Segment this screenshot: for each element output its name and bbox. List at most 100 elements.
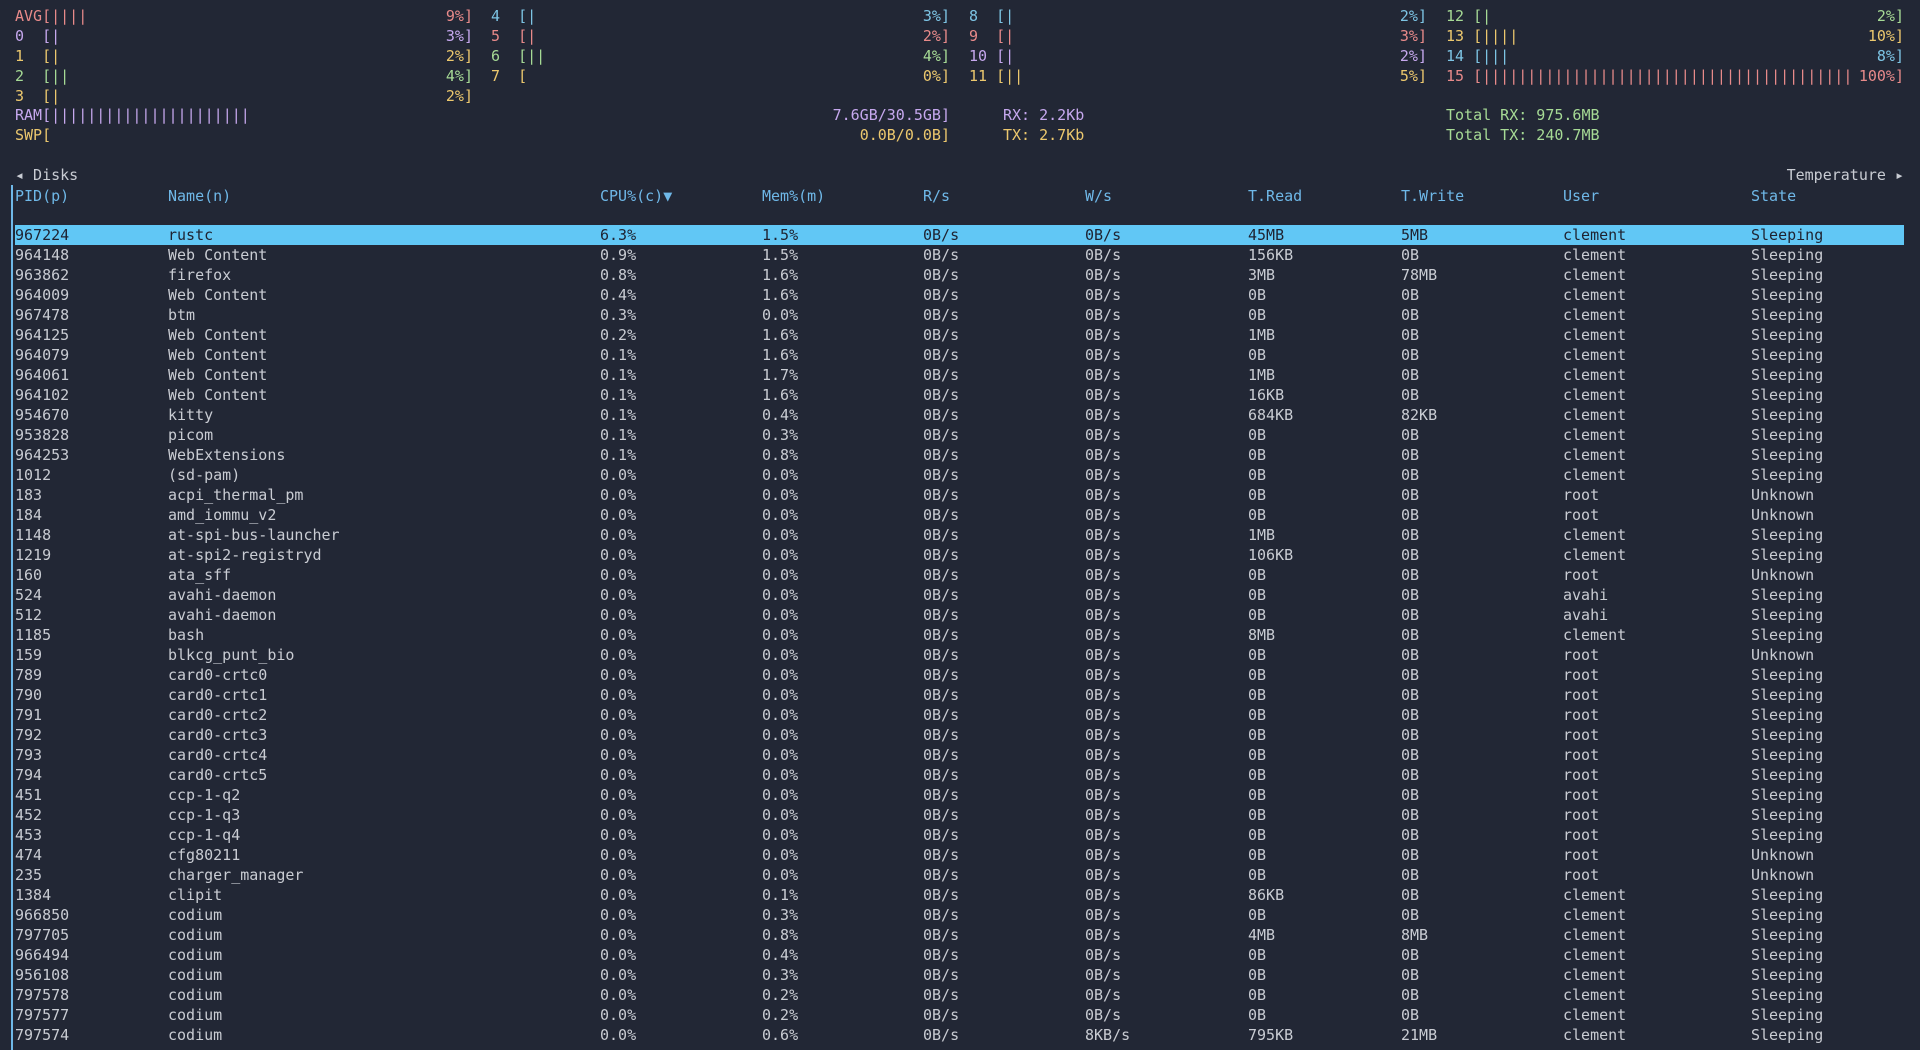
table-cell[interactable]: 0.0% [600, 486, 637, 504]
table-cell[interactable]: 0.0% [762, 646, 799, 664]
table-cell[interactable]: 0B/s [923, 946, 960, 964]
table-cell[interactable]: 0.1% [600, 406, 637, 424]
table-cell[interactable]: Web Content [168, 286, 268, 304]
table-cell[interactable]: 0B [1401, 706, 1420, 724]
table-cell[interactable]: 0B [1401, 506, 1420, 524]
table-cell[interactable]: Sleeping [1751, 466, 1824, 484]
table-cell[interactable]: 1185 [15, 626, 52, 644]
table-cell[interactable]: root [1563, 486, 1600, 504]
table-cell[interactable]: 4MB [1248, 926, 1276, 944]
table-cell[interactable]: codium [168, 946, 223, 964]
table-cell[interactable]: 0B/s [923, 886, 960, 904]
table-cell[interactable]: 0B/s [1085, 486, 1122, 504]
table-cell[interactable]: 964125 [15, 326, 70, 344]
table-cell[interactable]: 0B/s [1085, 666, 1122, 684]
table-cell[interactable]: 0B [1401, 866, 1420, 884]
table-cell[interactable]: 0B/s [1085, 806, 1122, 824]
table-cell[interactable]: 0B [1401, 246, 1420, 264]
table-cell[interactable]: root [1563, 666, 1600, 684]
table-cell[interactable]: 0B/s [923, 746, 960, 764]
table-cell[interactable]: 0B [1248, 586, 1267, 604]
table-cell[interactable]: 0.0% [762, 726, 799, 744]
table-cell[interactable]: 0B [1401, 746, 1420, 764]
table-cell[interactable]: ata_sff [168, 566, 232, 584]
table-cell[interactable]: 159 [15, 646, 43, 664]
table-cell[interactable]: card0-crtc2 [168, 706, 268, 724]
table-cell[interactable]: 0B [1401, 666, 1420, 684]
table-cell[interactable]: blkcg_punt_bio [168, 646, 295, 664]
table-cell[interactable]: 0B [1248, 706, 1267, 724]
table-cell[interactable]: 0B/s [923, 726, 960, 744]
table-cell[interactable]: clement [1563, 946, 1627, 964]
table-cell[interactable]: 0.0% [762, 686, 799, 704]
table-cell[interactable]: 0.0% [600, 846, 637, 864]
table-cell[interactable]: root [1563, 506, 1600, 524]
table-cell[interactable]: 0B/s [1085, 386, 1122, 404]
table-cell[interactable]: 0.0% [600, 986, 637, 1004]
table-cell[interactable]: Sleeping [1751, 786, 1824, 804]
table-cell[interactable]: 0B/s [923, 786, 960, 804]
table-cell[interactable]: 0B/s [923, 246, 960, 264]
table-cell[interactable]: clement [1563, 226, 1627, 244]
table-cell[interactable]: 0.0% [600, 626, 637, 644]
table-cell[interactable]: amd_iommu_v2 [168, 506, 277, 524]
table-cell[interactable]: 0B [1248, 826, 1267, 844]
table-cell[interactable]: 0B/s [1085, 846, 1122, 864]
table-cell[interactable]: 0.0% [762, 486, 799, 504]
table-cell[interactable]: 0B [1401, 426, 1420, 444]
table-cell[interactable]: 45MB [1248, 226, 1285, 244]
table-cell[interactable]: Sleeping [1751, 546, 1824, 564]
table-cell[interactable]: 0B/s [923, 286, 960, 304]
table-cell[interactable]: 1MB [1248, 526, 1276, 544]
table-cell[interactable]: avahi [1563, 606, 1609, 624]
table-cell[interactable]: 0B [1401, 486, 1420, 504]
table-cell[interactable]: cfg80211 [168, 846, 241, 864]
table-cell[interactable]: 0B/s [1085, 866, 1122, 884]
table-cell[interactable]: clement [1563, 326, 1627, 344]
table-cell[interactable]: clement [1563, 926, 1627, 944]
table-cell[interactable]: root [1563, 826, 1600, 844]
table-cell[interactable]: 0B/s [923, 646, 960, 664]
table-cell[interactable]: card0-crtc1 [168, 686, 268, 704]
column-header[interactable]: R/s [923, 187, 951, 205]
table-cell[interactable]: 0B/s [1085, 586, 1122, 604]
table-cell[interactable]: 6.3% [600, 226, 637, 244]
table-cell[interactable]: card0-crtc4 [168, 746, 268, 764]
table-cell[interactable]: 0B/s [1085, 886, 1122, 904]
table-cell[interactable]: 0.0% [600, 866, 637, 884]
table-cell[interactable]: 966494 [15, 946, 70, 964]
table-cell[interactable]: 0.8% [600, 266, 637, 284]
table-cell[interactable]: 0B/s [923, 686, 960, 704]
table-cell[interactable]: clement [1563, 466, 1627, 484]
table-cell[interactable]: 0.0% [762, 746, 799, 764]
table-cell[interactable]: 0B/s [1085, 366, 1122, 384]
table-cell[interactable]: 1.6% [762, 266, 799, 284]
table-cell[interactable]: Sleeping [1751, 926, 1824, 944]
table-cell[interactable]: 0.0% [762, 526, 799, 544]
table-cell[interactable]: 964253 [15, 446, 70, 464]
table-cell[interactable]: 0.8% [762, 926, 799, 944]
table-cell[interactable]: 0.0% [600, 726, 637, 744]
table-cell[interactable]: Sleeping [1751, 986, 1824, 1004]
table-cell[interactable]: 0.3% [762, 966, 799, 984]
column-header[interactable]: T.Write [1401, 187, 1465, 205]
table-cell[interactable]: Sleeping [1751, 286, 1824, 304]
table-cell[interactable]: 0B/s [923, 766, 960, 784]
table-cell[interactable]: clement [1563, 246, 1627, 264]
table-cell[interactable]: 0.1% [600, 446, 637, 464]
table-cell[interactable]: 5MB [1401, 226, 1429, 244]
table-cell[interactable]: rustc [168, 226, 214, 244]
table-cell[interactable]: 0B [1248, 906, 1267, 924]
column-header[interactable]: W/s [1085, 187, 1113, 205]
table-cell[interactable]: 235 [15, 866, 43, 884]
table-cell[interactable]: clement [1563, 546, 1627, 564]
table-cell[interactable]: 0B/s [1085, 766, 1122, 784]
table-cell[interactable]: (sd-pam) [168, 466, 241, 484]
table-cell[interactable]: 160 [15, 566, 43, 584]
table-cell[interactable]: clement [1563, 366, 1627, 384]
table-cell[interactable]: 0.0% [762, 586, 799, 604]
table-cell[interactable]: 0.0% [600, 1026, 637, 1044]
table-cell[interactable]: 0B/s [1085, 566, 1122, 584]
table-cell[interactable]: clement [1563, 346, 1627, 364]
table-cell[interactable]: 0B [1248, 846, 1267, 864]
